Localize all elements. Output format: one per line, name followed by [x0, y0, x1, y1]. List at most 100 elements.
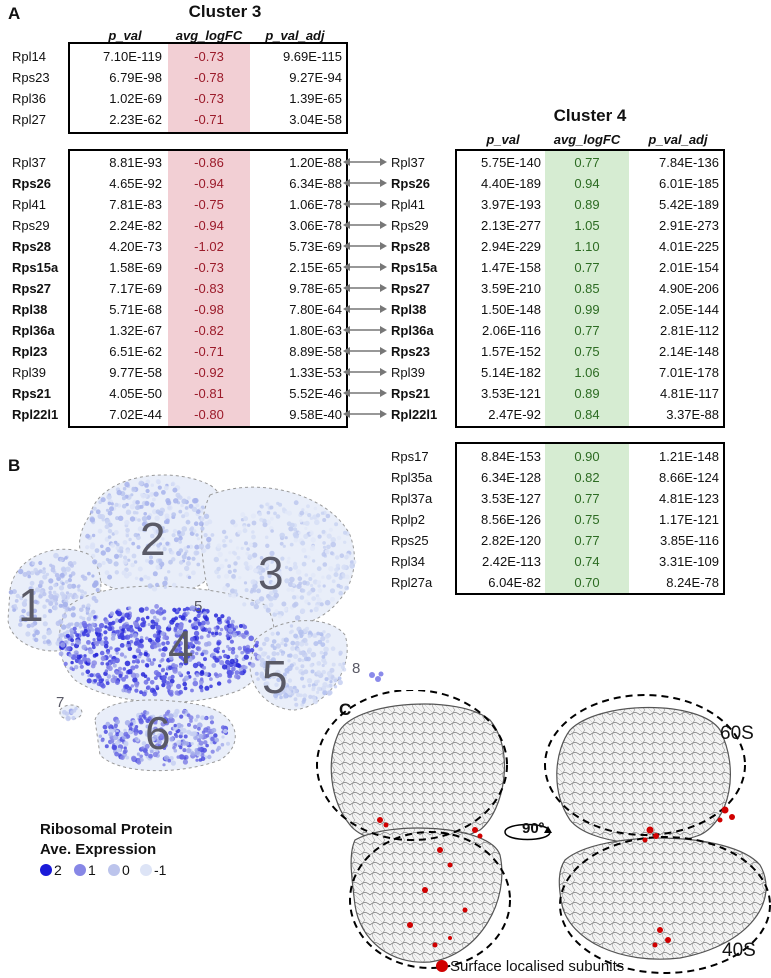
umap-point — [195, 646, 200, 651]
umap-point — [330, 646, 336, 651]
umap-point — [193, 521, 199, 526]
umap-point — [321, 663, 325, 668]
table-row: Rpl35a 6.34E-128 0.82 8.66E-124 — [0, 467, 771, 488]
avg-logfc: -0.78 — [194, 70, 224, 85]
umap-point — [132, 654, 137, 659]
umap-point — [61, 624, 67, 630]
umap-point — [234, 589, 238, 593]
umap-point — [94, 652, 99, 657]
umap-point — [288, 653, 293, 658]
umap-point — [267, 559, 272, 564]
p-value-adj: 1.80E-63 — [289, 323, 342, 338]
ribosome-structures — [316, 690, 771, 974]
umap-point — [251, 520, 257, 526]
umap-point — [97, 674, 102, 679]
umap-point — [198, 740, 204, 746]
umap-point — [166, 681, 171, 685]
gene-name: Rpl36 — [12, 91, 46, 106]
umap-point — [144, 483, 149, 488]
umap-point — [216, 745, 222, 751]
umap-point — [152, 658, 156, 662]
umap-point — [96, 635, 103, 642]
umap-point — [308, 630, 312, 635]
umap-point — [292, 603, 297, 608]
umap-point — [281, 601, 287, 607]
umap-point — [48, 578, 54, 584]
umap-point — [188, 641, 194, 647]
umap-label-8: 8 — [352, 660, 361, 677]
umap-point — [65, 715, 71, 722]
umap-point — [130, 665, 136, 671]
umap-point — [211, 727, 217, 733]
umap-point — [316, 580, 321, 585]
umap-point — [152, 720, 157, 725]
umap-point — [162, 547, 167, 552]
umap-point — [124, 741, 129, 746]
avg-logfc: -0.75 — [194, 197, 224, 212]
umap-point — [224, 573, 230, 579]
table-row: Rpl38 5.71E-68 -0.98 7.80E-64 — [0, 299, 771, 320]
umap-point — [195, 503, 200, 508]
gene-name: Rpl34 — [391, 554, 425, 569]
table-row: Rps15a 1.47E-158 0.77 2.01E-154 — [0, 257, 771, 278]
umap-point — [31, 561, 36, 566]
umap-point — [154, 676, 158, 680]
umap-point — [225, 659, 230, 665]
umap-point — [292, 564, 298, 570]
umap-point — [199, 635, 204, 640]
umap-point — [74, 665, 79, 670]
umap-point — [295, 666, 299, 671]
umap-point — [287, 665, 293, 672]
umap-point — [145, 488, 150, 494]
gene-name: Rps21 — [391, 386, 431, 401]
umap-point — [124, 573, 130, 579]
umap-point — [135, 511, 139, 515]
legend-label: 1 — [88, 862, 96, 878]
umap-point — [145, 479, 151, 485]
p-value-adj: 2.14E-148 — [659, 344, 719, 359]
umap-point — [125, 528, 130, 533]
umap-point — [245, 551, 250, 556]
umap-point — [183, 675, 190, 681]
umap-point — [39, 589, 44, 594]
umap-point — [202, 627, 206, 631]
avg-logfc: 0.84 — [574, 407, 600, 422]
umap-point — [310, 583, 314, 588]
umap-point — [242, 624, 248, 630]
umap-point — [99, 650, 105, 656]
umap-point — [216, 574, 221, 579]
umap-point — [299, 510, 305, 516]
umap-point — [108, 654, 113, 658]
umap-point — [194, 651, 199, 656]
umap-point — [204, 616, 209, 622]
umap-point — [155, 582, 160, 587]
umap-point — [200, 715, 206, 721]
umap-point — [163, 585, 167, 589]
umap-point — [338, 650, 343, 655]
umap-point — [172, 607, 177, 612]
umap-point — [335, 563, 341, 568]
umap-point — [113, 723, 118, 729]
table-row: Rps27 7.17E-69 -0.83 9.78E-65 — [0, 278, 771, 299]
p-value-adj: 5.73E-69 — [289, 239, 342, 254]
avg-logfc: 0.75 — [574, 512, 600, 527]
umap-point — [284, 578, 290, 584]
umap-point — [42, 592, 47, 597]
legend-label: -1 — [154, 862, 167, 878]
umap-point — [186, 729, 192, 735]
umap-point — [243, 581, 248, 585]
umap-point — [271, 651, 277, 657]
umap-point — [268, 602, 274, 608]
umap-point — [255, 640, 259, 645]
umap-point — [193, 735, 198, 741]
umap-point — [167, 505, 173, 511]
umap-point — [203, 657, 207, 662]
umap-point — [264, 636, 270, 643]
umap-point — [169, 692, 174, 697]
cluster-8-point — [375, 676, 381, 682]
double-arrow-icon — [343, 221, 387, 229]
umap-point — [343, 530, 347, 535]
umap-point — [185, 519, 191, 525]
p-value: 6.51E-62 — [109, 344, 162, 359]
umap-point — [192, 529, 197, 533]
